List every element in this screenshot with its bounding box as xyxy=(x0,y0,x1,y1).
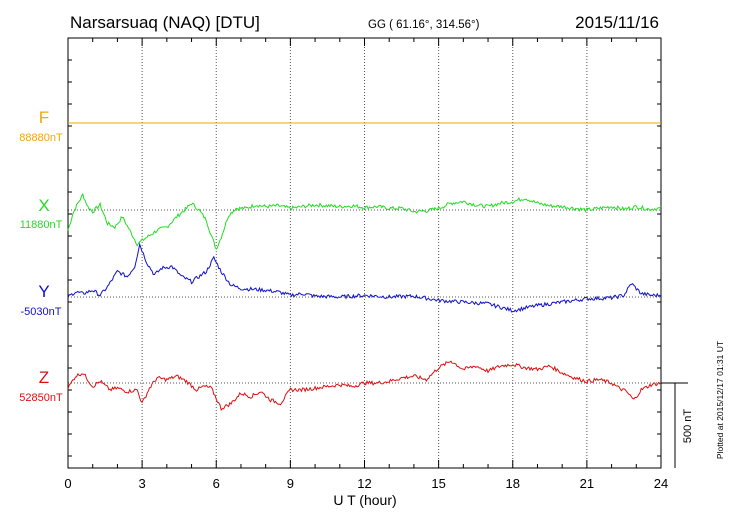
axis-ticks xyxy=(67,38,662,468)
grid-lines xyxy=(68,38,661,468)
x-axis-label: U T (hour) xyxy=(333,492,396,508)
component-label-X: X xyxy=(38,196,49,215)
x-tick-label-3: 3 xyxy=(139,476,146,491)
series-X-line xyxy=(67,192,662,250)
baseline-value-Y: -5030nT xyxy=(21,306,62,318)
x-tick-label-6: 6 xyxy=(213,476,220,491)
baseline-value-X: 11880nT xyxy=(20,219,63,231)
x-tick-label-0: 0 xyxy=(64,476,71,491)
geo-coordinates: GG ( 61.16°, 314.56°) xyxy=(368,19,480,31)
x-tick-labels: 0 3 6 9 12 15 18 21 24 xyxy=(64,476,668,491)
component-labels: F 88880nT X 11880nT Y -5030nT Z 52850nT xyxy=(19,108,63,404)
x-tick-label-12: 12 xyxy=(357,476,371,491)
component-label-F: F xyxy=(39,108,49,127)
baseline-value-Z: 52850nT xyxy=(19,392,63,404)
plotted-timestamp: Plotted at 2015/12/17 01:31 UT xyxy=(715,341,725,459)
component-label-Y: Y xyxy=(38,282,49,301)
series-traces xyxy=(67,122,662,412)
component-label-Z: Z xyxy=(39,368,49,387)
plot-date: 2015/11/16 xyxy=(575,13,659,32)
scale-bar: 500 nT xyxy=(661,382,694,468)
x-tick-label-24: 24 xyxy=(654,476,668,491)
plot-frame xyxy=(67,37,662,469)
station-title: Narsarsuaq (NAQ) [DTU] xyxy=(70,13,260,32)
x-tick-label-15: 15 xyxy=(431,476,445,491)
scale-bar-label: 500 nT xyxy=(682,409,694,444)
x-tick-label-18: 18 xyxy=(506,476,520,491)
series-Y-line xyxy=(67,242,662,313)
baseline-value-F: 88880nT xyxy=(19,132,63,144)
series-Z-line xyxy=(67,360,662,412)
x-tick-label-9: 9 xyxy=(287,476,294,491)
x-tick-label-21: 21 xyxy=(580,476,594,491)
